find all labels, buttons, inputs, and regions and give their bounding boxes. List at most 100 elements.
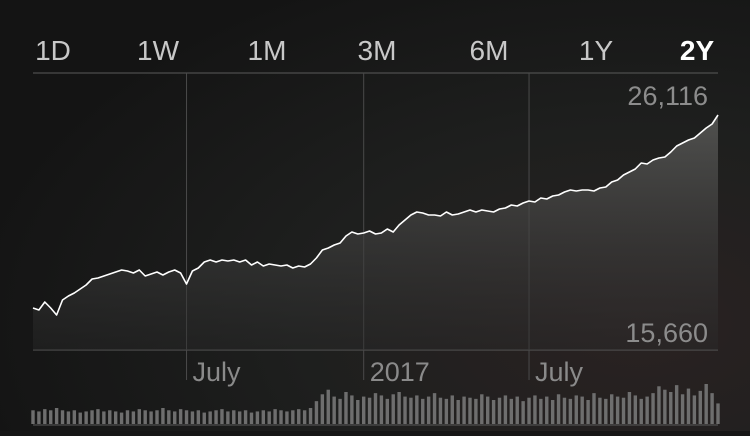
volume-bar bbox=[515, 396, 519, 424]
volume-bar bbox=[220, 409, 224, 424]
x-tick-label: July bbox=[535, 357, 584, 387]
volume-bar bbox=[474, 398, 478, 424]
volume-bar bbox=[232, 410, 236, 424]
volume-bar bbox=[562, 397, 567, 424]
volume-bar bbox=[249, 412, 254, 424]
volume-bar bbox=[84, 411, 88, 424]
volume-bar bbox=[539, 398, 543, 424]
volume-bar bbox=[533, 395, 537, 424]
volume-bar bbox=[326, 389, 330, 424]
volume-bar bbox=[102, 411, 106, 424]
range-tab[interactable]: 3M bbox=[358, 35, 397, 66]
volume-bar bbox=[267, 411, 271, 424]
volume-bar bbox=[143, 410, 147, 424]
volume-bar bbox=[279, 410, 283, 424]
range-tab[interactable]: 1M bbox=[248, 35, 287, 66]
volume-bar bbox=[568, 398, 573, 424]
volume-bar bbox=[361, 396, 366, 424]
volume-bar bbox=[255, 411, 260, 424]
y-tick-label: 26,116 bbox=[627, 81, 708, 111]
volume-bar bbox=[226, 411, 230, 424]
range-tab[interactable]: 1Y bbox=[579, 35, 614, 66]
volume-bar bbox=[113, 411, 118, 424]
volume-bar bbox=[438, 397, 443, 424]
volume-bar bbox=[367, 397, 372, 424]
volume-bar bbox=[580, 396, 584, 424]
price-line bbox=[32, 114, 719, 316]
volume-bar bbox=[680, 394, 685, 424]
volume-bar bbox=[332, 396, 336, 424]
volume-bar bbox=[556, 394, 561, 424]
volume-bar bbox=[503, 395, 508, 424]
volume-bar bbox=[320, 394, 325, 424]
y-tick-label: 15,660 bbox=[625, 318, 708, 348]
volume-bar bbox=[645, 396, 649, 424]
volume-bar bbox=[663, 389, 667, 424]
volume-bar bbox=[66, 411, 71, 424]
range-tab[interactable]: 1D bbox=[35, 35, 71, 66]
volume-bar bbox=[550, 400, 555, 424]
volume-bar bbox=[527, 397, 531, 424]
volume-bar bbox=[485, 396, 490, 424]
volume-bar bbox=[373, 393, 378, 424]
volume-bar bbox=[639, 398, 643, 424]
volume-bar bbox=[716, 403, 720, 424]
volume-bar bbox=[119, 412, 124, 424]
volume-bar bbox=[468, 397, 472, 424]
volume-bar bbox=[344, 392, 348, 424]
volume-bar bbox=[615, 396, 620, 424]
volume-bar bbox=[125, 410, 130, 424]
volume-bar bbox=[243, 410, 248, 424]
volume-bar bbox=[621, 397, 626, 424]
volume-bar bbox=[173, 411, 177, 424]
x-tick-label: July bbox=[193, 357, 242, 387]
volume-bar bbox=[403, 396, 407, 424]
volume-bar bbox=[674, 385, 679, 424]
volume-bar bbox=[297, 409, 301, 424]
volume-bar bbox=[385, 398, 390, 424]
volume-bar bbox=[450, 395, 454, 424]
volume-bar bbox=[43, 409, 47, 424]
volume-bar bbox=[480, 394, 484, 424]
volume-bar bbox=[586, 400, 590, 424]
volume-bar bbox=[545, 396, 549, 424]
volume-bar bbox=[137, 409, 141, 424]
volume-bar bbox=[161, 408, 165, 424]
volume-bar bbox=[698, 390, 702, 424]
volume-bar bbox=[208, 411, 212, 424]
volume-bar bbox=[273, 409, 277, 424]
volume-bar bbox=[184, 410, 189, 424]
volume-bar bbox=[356, 400, 360, 424]
volume-bar bbox=[90, 410, 94, 424]
volume-bar bbox=[49, 410, 53, 424]
volume-bar bbox=[657, 386, 661, 424]
area-fill bbox=[33, 115, 718, 350]
volume-bar bbox=[302, 410, 307, 424]
volume-bar bbox=[391, 394, 395, 424]
volume-bar bbox=[291, 410, 295, 424]
volume-bar bbox=[379, 395, 384, 424]
volume-bar bbox=[604, 398, 608, 424]
volume-bar bbox=[178, 409, 183, 424]
x-tick-label: 2017 bbox=[370, 357, 430, 387]
range-tab[interactable]: 1W bbox=[137, 35, 180, 66]
volume-bar bbox=[397, 392, 401, 424]
volume-bar bbox=[60, 410, 65, 424]
volume-bar bbox=[350, 395, 354, 424]
volume-bar bbox=[421, 398, 425, 424]
volume-bar bbox=[574, 395, 578, 424]
volume-bar bbox=[627, 392, 632, 424]
range-tab[interactable]: 6M bbox=[470, 35, 509, 66]
volume-bar bbox=[131, 411, 136, 424]
range-tab[interactable]: 2Y bbox=[680, 35, 715, 66]
volume-bar bbox=[78, 412, 82, 424]
volume-bar bbox=[444, 398, 449, 424]
volume-bar bbox=[598, 397, 602, 424]
volume-bar bbox=[54, 408, 59, 424]
volume-bar bbox=[592, 393, 596, 424]
volume-bar bbox=[651, 393, 655, 424]
volume-bar bbox=[167, 410, 171, 424]
volume-bar bbox=[710, 393, 714, 424]
volume-bar bbox=[96, 409, 100, 424]
